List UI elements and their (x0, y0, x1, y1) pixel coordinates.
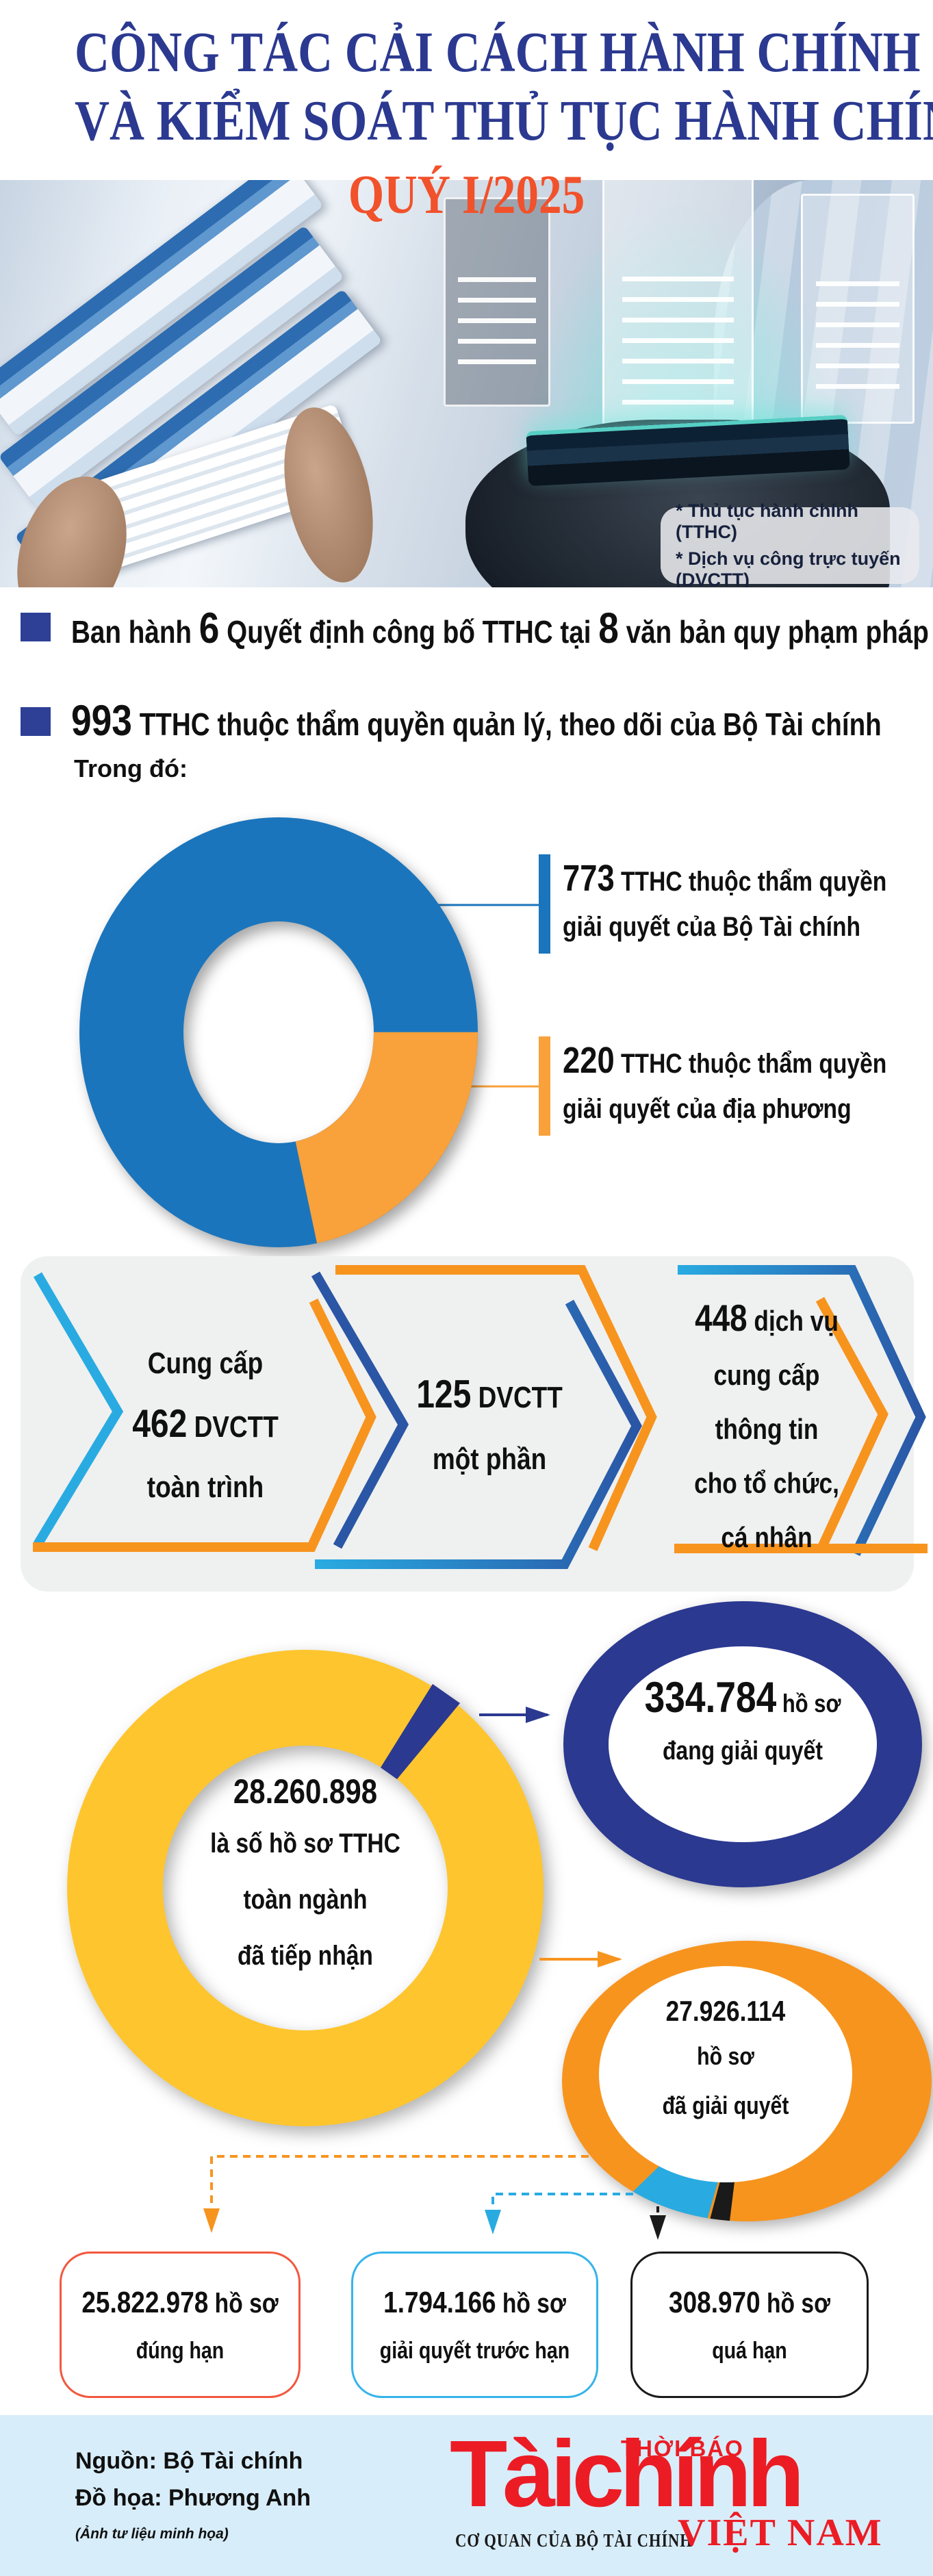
chevron-2-line1: 125 DVCTT (416, 1373, 563, 1416)
footer-band: Nguồn: Bộ Tài chính Đồ họa: Phương Anh (… (0, 2415, 933, 2576)
box-on-time-number: 25.822.978 hồ sơ (81, 2285, 279, 2319)
trong-do-label: Trong đó: (74, 754, 188, 782)
logo-top-text: THỜI BÁO (621, 2436, 744, 2461)
chevron-2-line2: một phần (432, 1442, 547, 1476)
bullet-square-2 (21, 707, 51, 736)
logo-caption: CƠ QUAN CỦA BỘ TÀI CHÍNH (455, 2530, 693, 2551)
bullet-1-number-8: 8 (598, 604, 619, 652)
footnote-dvctt: * Dịch vụ công trực tuyến (DVCTT) (676, 548, 901, 587)
donut-label-773-line2: giải quyết của Bộ Tài chính (563, 912, 861, 942)
document-icon (602, 180, 754, 444)
chevron-1-line1: Cung cấp (147, 1347, 264, 1380)
footnote-tthc: * Thủ tục hành chính (TTHC) (676, 500, 858, 542)
resolved-text: 27.926.114 hồ sơ đã giải quyết (599, 1991, 852, 2130)
bullet-2-text: 993 TTHC thuộc thẩm quyền quản lý, theo … (71, 697, 882, 745)
box-overdue-number: 308.970 hồ sơ (669, 2285, 830, 2319)
page-title-period: QUÝ I/2025 (348, 165, 585, 225)
photo-footnote-box: * Thủ tục hành chính (TTHC) * Dịch vụ cô… (661, 500, 919, 587)
document-icon (444, 197, 550, 407)
chevron-3-line3: thông tin (715, 1413, 819, 1445)
bullet-2-number-993: 993 (71, 697, 132, 745)
bullet-1-text: Ban hành 6 Quyết định công bố TTHC tại 8… (71, 604, 933, 652)
footer-graphic-credit: Đồ họa: Phương Anh (75, 2485, 311, 2511)
taichinh-logo: Tàichính THỜI BÁO CƠ QUAN CỦA BỘ TÀI CHÍ… (442, 2415, 921, 2576)
page-title-line-1: CÔNG TÁC CẢI CÁCH HÀNH CHÍNH (75, 21, 921, 84)
bullet-square-1 (21, 613, 51, 641)
legend-bar-blue (539, 854, 550, 954)
donut-label-220-line1: 220 TTHC thuộc thẩm quyền (563, 1040, 887, 1081)
logo-vietnam: VIỆT NAM (678, 2512, 883, 2554)
chevron-2-text: 125 DVCTT một phần (370, 1364, 609, 1490)
processing-text: 334.784 hồ sơ đang giải quyết (602, 1676, 883, 1776)
chevron-1-line2: 462 DVCTT (132, 1402, 279, 1446)
chevron-3-text: 448 dịch vụ cung cấp thông tin cho tổ ch… (657, 1291, 876, 1564)
footer-source: Nguồn: Bộ Tài chính (75, 2448, 303, 2474)
chevron-3-line1: 448 dịch vụ (695, 1297, 839, 1339)
processing-number: 334.784 hồ sơ (644, 1674, 841, 1722)
hero-photo: * Thủ tục hành chính (TTHC) * Dịch vụ cô… (0, 180, 933, 587)
legend-bar-orange (539, 1036, 550, 1136)
footer-photo-note: (Ảnh tư liệu minh họa) (75, 2526, 229, 2542)
donut-label-773-line1: 773 TTHC thuộc thẩm quyền (563, 858, 887, 899)
box-early-number: 1.794.166 hồ sơ (383, 2285, 566, 2319)
chevron-3-line4: cho tổ chức, (694, 1467, 839, 1499)
received-number: 28.260.898 (233, 1772, 378, 1811)
chevron-1-line3: toàn trình (146, 1470, 264, 1504)
chevron-1-text: Cung cấp 462 DVCTT toàn trình (79, 1334, 332, 1518)
received-total-text: 28.260.898 là số hồ sơ TTHC toàn ngành đ… (168, 1768, 442, 1984)
bullet-1-number-6: 6 (199, 604, 220, 652)
box-overdue: 308.970 hồ sơ quá hạn (630, 2252, 869, 2398)
box-early: 1.794.166 hồ sơ giải quyết trước hạn (351, 2252, 598, 2398)
box-on-time: 25.822.978 hồ sơ đúng hạn (60, 2252, 301, 2398)
page-title-line-2: VÀ KIỂM SOÁT THỦ TỤC HÀNH CHÍNH (75, 89, 933, 153)
chevron-3-line5: cá nhân (721, 1521, 813, 1553)
chevron-3-line2: cung cấp (713, 1359, 820, 1391)
donut-label-220-line2: giải quyết của địa phương (563, 1094, 852, 1124)
logo-main-text: Tàichính (450, 2421, 804, 2527)
resolved-number: 27.926.114 (665, 1995, 786, 2027)
document-icon (801, 194, 915, 424)
